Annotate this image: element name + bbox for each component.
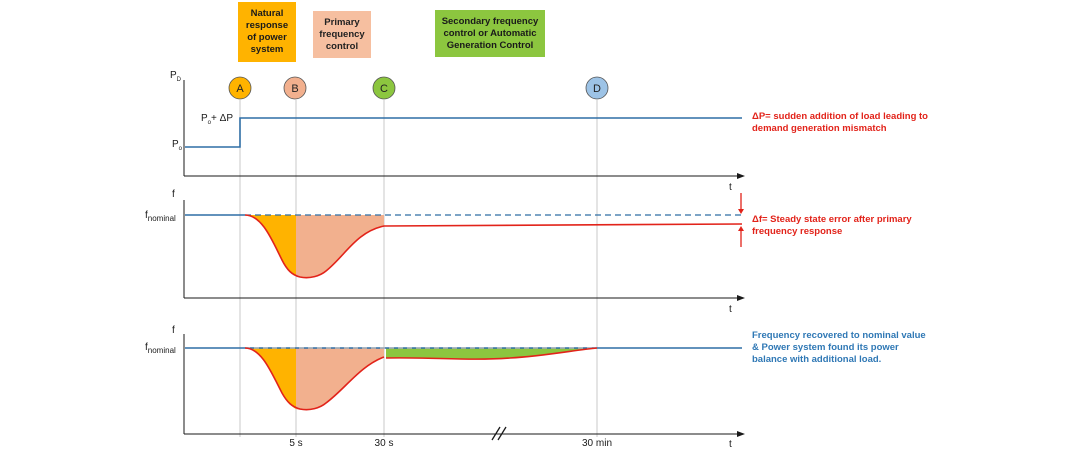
load-step-note: ΔP= sudden addition of load leading to d… (752, 111, 928, 134)
tick-label-30s: 30 s (375, 438, 394, 449)
panel2-f-nominal-label: fnominal (145, 210, 176, 223)
natural-response-area (245, 215, 296, 276)
panel-frequency-primary: f fnominal t (145, 189, 745, 315)
secondary-control-label: Secondary frequency control or Automatic… (441, 15, 539, 51)
marker-c-circle (372, 76, 396, 100)
steady-state-error-note: Δf= Steady state error after primary fre… (752, 214, 912, 237)
marker-d-circle (585, 76, 609, 100)
primary-control-label: Primary frequency control (319, 16, 365, 52)
panel1-x-arrow (737, 173, 745, 179)
primary-control-area-3 (296, 348, 384, 410)
panel3-f-nominal-label: fnominal (145, 342, 176, 355)
primary-control-area (296, 215, 384, 278)
power-demand-step-line (185, 117, 742, 148)
marker-b: B (283, 76, 307, 100)
panel-frequency-secondary: f fnominal 5 s 30 s 30 min t (145, 325, 745, 450)
marker-d: D (585, 76, 609, 100)
marker-c: C (372, 76, 396, 100)
marker-a-circle (228, 76, 252, 100)
time-axis-break-stroke-2 (497, 426, 507, 441)
panel3-t-label: t (729, 439, 732, 450)
panel1-y-label: PD (170, 70, 182, 83)
marker-b-circle (283, 76, 307, 100)
panel1-level-high-label: Po+ ΔP (201, 113, 233, 126)
marker-a-label: A (236, 83, 244, 95)
natural-response-label: Natural response of power system (245, 8, 289, 55)
primary-control-box: Primary frequency control (313, 11, 371, 58)
panel1-t-label: t (729, 182, 732, 193)
marker-b-label: B (291, 83, 298, 95)
panel3-y-label: f (172, 325, 175, 336)
marker-d-label: D (593, 83, 601, 95)
panel2-y-label: f (172, 189, 175, 200)
secondary-control-area (386, 348, 597, 360)
secondary-control-box: Secondary frequency control or Automatic… (435, 10, 545, 57)
steady-state-error-arrowhead-bottom (738, 226, 744, 231)
panel2-t-label: t (729, 304, 732, 315)
panel-power-demand: PD Po+ ΔP Po t (170, 70, 745, 193)
panel3-x-arrow (737, 431, 745, 437)
natural-response-area-3 (245, 348, 296, 409)
panel2-x-arrow (737, 295, 745, 301)
tick-label-5s: 5 s (289, 438, 302, 449)
natural-response-box: Natural response of power system (238, 2, 296, 62)
frequency-recovered-note: Frequency recovered to nominal value & P… (752, 330, 926, 365)
frequency-recovery-curve (244, 347, 598, 411)
marker-a: A (228, 76, 252, 100)
frequency-response-curve (244, 214, 743, 279)
panel1-level-low-label: Po (172, 139, 183, 152)
time-axis-break (491, 426, 507, 441)
steady-state-error-arrowhead-top (738, 209, 744, 214)
time-axis-break-stroke-1 (491, 426, 501, 441)
tick-label-30min: 30 min (582, 438, 612, 449)
marker-c-label: C (380, 83, 388, 95)
